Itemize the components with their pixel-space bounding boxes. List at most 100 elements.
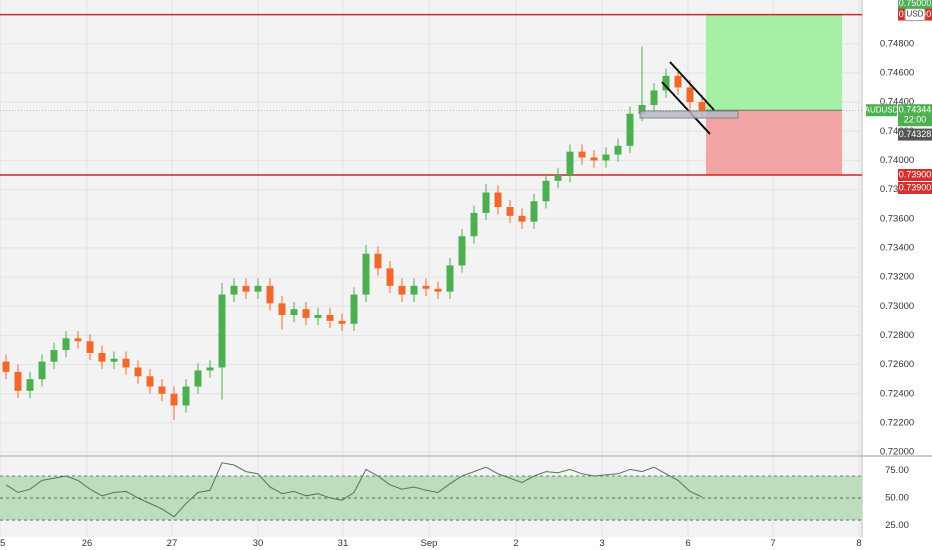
candle-body xyxy=(398,285,406,295)
flag-upper-line[interactable] xyxy=(669,61,715,111)
candle-body xyxy=(326,315,334,321)
candle-body xyxy=(62,338,70,350)
countdown-label: 22:00 xyxy=(904,115,927,125)
y-tick-label: 0.72600 xyxy=(880,359,914,370)
y-tick-label: 0.74200 xyxy=(880,126,914,137)
price-label: 0.73900 xyxy=(899,169,932,179)
currency-box[interactable] xyxy=(904,8,926,22)
price-label: 0.75000 xyxy=(899,0,932,8)
price-label: 0.73900 xyxy=(899,182,932,192)
candle-body xyxy=(530,201,538,222)
candle-body xyxy=(410,285,418,295)
candle-body xyxy=(134,367,142,377)
flag-lower-line[interactable] xyxy=(661,81,711,135)
candle-body xyxy=(602,154,610,161)
price-label-box xyxy=(898,169,932,181)
price-label: 0.74328 xyxy=(899,129,932,139)
candle-body xyxy=(338,320,346,324)
x-tick-label: 27 xyxy=(167,538,178,549)
candle-body xyxy=(290,309,298,315)
y-tick-label: 0.73200 xyxy=(880,272,914,283)
candle-body xyxy=(350,294,358,324)
target-zone xyxy=(705,14,843,111)
candle-body xyxy=(542,180,550,202)
y-tick-label: 0.73000 xyxy=(880,301,914,312)
candle-body xyxy=(314,315,322,318)
symbol-label: AUDUSD xyxy=(865,105,899,114)
candle-body xyxy=(386,268,394,286)
currency-label: USD xyxy=(907,10,924,19)
candle-body xyxy=(590,157,598,161)
candle-body xyxy=(578,151,586,158)
candle-body xyxy=(50,350,58,362)
last-price-box xyxy=(898,104,932,127)
x-tick-label: 6 xyxy=(685,538,690,549)
candle-body xyxy=(194,370,202,387)
candle-body xyxy=(302,309,310,318)
x-tick-label: 31 xyxy=(338,538,349,549)
y-tick-label: 0.74600 xyxy=(880,67,914,78)
candle-body xyxy=(146,376,154,387)
candle-body xyxy=(446,265,454,292)
candle-body xyxy=(26,379,34,391)
candle-body xyxy=(650,90,658,105)
x-tick-label: 26 xyxy=(82,538,93,549)
candle-body xyxy=(266,285,274,304)
x-tick-label: 7 xyxy=(770,538,775,549)
candle-body xyxy=(494,192,502,208)
x-tick-label: 2 xyxy=(513,538,518,549)
candle-body xyxy=(374,253,382,269)
candle-body xyxy=(554,175,562,181)
candle-body xyxy=(626,113,634,146)
y-tick-label: 0.72800 xyxy=(880,330,914,341)
x-tick-label: 3 xyxy=(599,538,604,549)
candle-body xyxy=(278,303,286,315)
price-label-box xyxy=(898,0,932,10)
candle-body xyxy=(74,338,82,342)
rsi-tick-label: 75.00 xyxy=(885,465,909,476)
candle-body xyxy=(242,285,250,292)
candle-body xyxy=(638,105,646,114)
rsi-tick-label: 50.00 xyxy=(885,493,909,504)
y-tick-label: 0.72000 xyxy=(880,447,914,458)
x-tick-label: 8 xyxy=(856,538,861,549)
candle-body xyxy=(206,367,214,371)
rsi-tick-label: 25.00 xyxy=(885,520,909,531)
y-tick-label: 0.74800 xyxy=(880,38,914,49)
candle-body xyxy=(674,75,682,88)
candle-body xyxy=(170,393,178,406)
last-price-label: 0.74344 xyxy=(899,105,932,115)
support-zone[interactable] xyxy=(639,110,739,119)
candle-body xyxy=(98,352,106,362)
candle-body xyxy=(470,212,478,237)
y-tick-label: 0.72400 xyxy=(880,388,914,399)
candle-body xyxy=(566,151,574,175)
candle-body xyxy=(518,215,526,222)
candle-body xyxy=(110,358,118,362)
candle-body xyxy=(506,207,514,216)
y-tick-label: 0.73800 xyxy=(880,184,914,195)
candle-body xyxy=(482,192,490,213)
candle-body xyxy=(218,294,226,368)
candle-body xyxy=(422,285,430,289)
rsi-band xyxy=(0,476,862,521)
candle-body xyxy=(362,253,370,295)
candle-body xyxy=(662,75,670,91)
x-tick-label: 25 xyxy=(0,538,5,549)
y-tick-label: 0.74400 xyxy=(880,97,914,108)
candle-body xyxy=(86,341,94,353)
candle-body xyxy=(458,236,466,266)
price-label-box xyxy=(898,128,932,141)
candle-body xyxy=(14,371,22,391)
y-tick-label: 0.73400 xyxy=(880,242,914,253)
candle-body xyxy=(38,361,46,380)
symbol-box xyxy=(866,104,897,117)
rsi-line xyxy=(5,462,703,518)
candle-body xyxy=(698,102,706,111)
candle-body xyxy=(686,87,694,103)
candle-body xyxy=(182,386,190,406)
candle-body xyxy=(230,285,238,295)
y-tick-label: 0.74000 xyxy=(880,155,914,166)
